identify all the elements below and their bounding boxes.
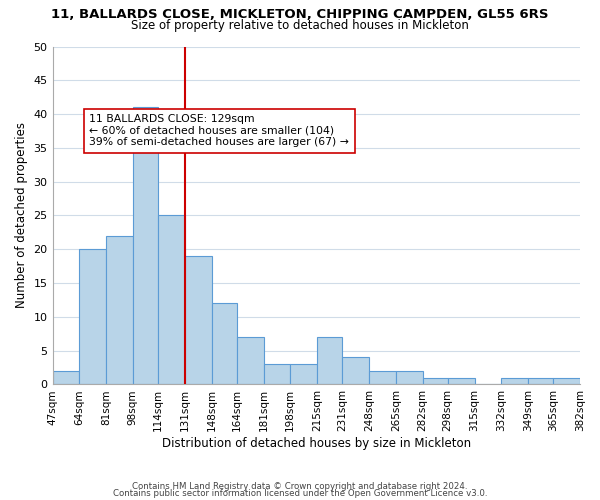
Text: 11 BALLARDS CLOSE: 129sqm
← 60% of detached houses are smaller (104)
39% of semi: 11 BALLARDS CLOSE: 129sqm ← 60% of detac… — [89, 114, 349, 148]
Bar — [528, 378, 553, 384]
X-axis label: Distribution of detached houses by size in Mickleton: Distribution of detached houses by size … — [162, 437, 471, 450]
Bar — [185, 256, 212, 384]
Bar — [369, 371, 396, 384]
Bar — [79, 250, 106, 384]
Bar — [342, 358, 369, 384]
Bar — [133, 108, 158, 384]
Bar — [501, 378, 528, 384]
Bar — [317, 337, 342, 384]
Bar — [212, 304, 237, 384]
Bar — [422, 378, 448, 384]
Y-axis label: Number of detached properties: Number of detached properties — [15, 122, 28, 308]
Bar — [290, 364, 317, 384]
Bar — [263, 364, 290, 384]
Text: Size of property relative to detached houses in Mickleton: Size of property relative to detached ho… — [131, 19, 469, 32]
Bar — [53, 371, 79, 384]
Text: Contains public sector information licensed under the Open Government Licence v3: Contains public sector information licen… — [113, 488, 487, 498]
Bar — [106, 236, 133, 384]
Text: 11, BALLARDS CLOSE, MICKLETON, CHIPPING CAMPDEN, GL55 6RS: 11, BALLARDS CLOSE, MICKLETON, CHIPPING … — [51, 8, 549, 20]
Bar — [448, 378, 475, 384]
Bar — [396, 371, 422, 384]
Bar — [553, 378, 580, 384]
Bar — [237, 337, 263, 384]
Bar — [158, 216, 185, 384]
Text: Contains HM Land Registry data © Crown copyright and database right 2024.: Contains HM Land Registry data © Crown c… — [132, 482, 468, 491]
